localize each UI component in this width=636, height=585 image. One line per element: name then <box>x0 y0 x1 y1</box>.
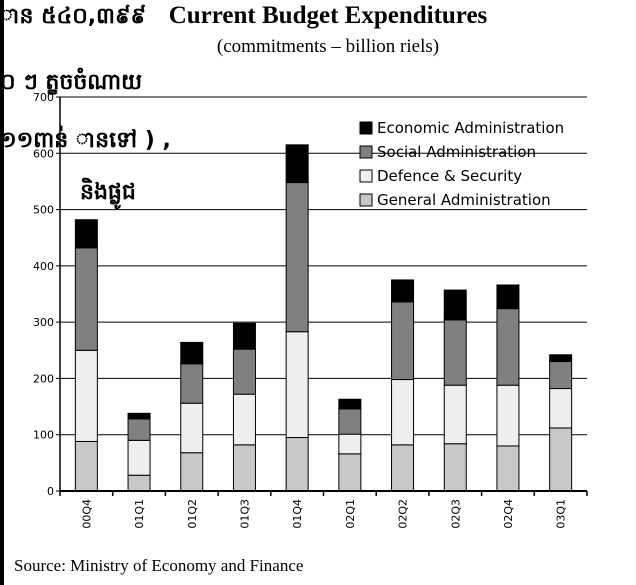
chart-subtitle: (commitments – billion riels) <box>216 36 440 57</box>
legend-label-economic: Economic Administration <box>377 119 564 137</box>
x-tick-label: 03Q1 <box>555 499 568 529</box>
bar-segment-social <box>391 301 415 381</box>
bar-segment-general <box>285 437 309 492</box>
bar-segment-economic <box>285 144 309 184</box>
y-tick-label: 100 <box>33 429 54 442</box>
y-tick-label: 600 <box>33 147 54 160</box>
y-tick-label: 500 <box>33 204 54 217</box>
y-tick-labels: 0 100 200 300 400 500 600 700 <box>33 91 54 498</box>
y-tick-label: 200 <box>33 372 54 385</box>
bar-segment-general <box>338 453 362 492</box>
bar-segment-economic <box>127 412 151 420</box>
bar-segment-economic <box>74 219 98 249</box>
bar-segment-economic <box>443 289 467 321</box>
legend-swatch-general <box>359 193 373 207</box>
y-tick-label: 700 <box>33 91 54 104</box>
bar-segment-general <box>232 444 256 492</box>
x-tick-label: 02Q4 <box>502 499 515 529</box>
bar-segment-social <box>180 363 204 404</box>
khmer-overlay-line-2: ០ ៗ ត្ខចចំណាយ <box>0 70 143 95</box>
legend-swatch-social <box>359 145 373 159</box>
bar-segment-social <box>443 319 467 386</box>
chart-title: Current Budget Expenditures <box>168 2 488 29</box>
bar-segment-defence <box>496 384 520 447</box>
y-tick-label: 0 <box>47 485 54 498</box>
y-tick-label: 400 <box>33 260 54 273</box>
bar-segment-economic <box>180 341 204 365</box>
x-tick-label: 01Q2 <box>186 499 199 529</box>
bar-segment-economic <box>549 354 573 363</box>
bar-segment-general <box>496 445 520 492</box>
legend-swatch-defence <box>359 169 373 183</box>
khmer-overlay-line-3: ១១ពាន់ ានទៅ ) , <box>0 128 171 153</box>
bar-segment-general <box>443 443 467 492</box>
khmer-overlay-line-4: និងផ្លូជ <box>80 180 136 205</box>
bar-segment-general <box>127 474 151 492</box>
x-tick-label: 01Q4 <box>291 499 304 529</box>
x-tick-label: 02Q2 <box>397 499 410 529</box>
bar-segment-defence <box>391 379 415 446</box>
bar-segment-social <box>338 408 362 435</box>
khmer-overlay-line-1: ាន ៥៤០,៣៩៩ <box>0 4 147 29</box>
x-tick-labels: 00Q4 01Q1 01Q2 01Q3 01Q4 02Q1 02Q2 02Q3 02Q4 03Q1 <box>80 499 567 529</box>
legend-label-general: General Administration <box>377 191 551 209</box>
legend-swatch-economic <box>359 121 373 135</box>
x-tick-label: 01Q3 <box>238 499 251 529</box>
bar-segment-social <box>496 308 520 386</box>
bars <box>74 144 573 492</box>
axes <box>56 96 588 496</box>
bar-segment-economic <box>232 322 256 350</box>
bar-segment-defence <box>74 349 98 442</box>
x-tick-label: 01Q1 <box>133 499 146 529</box>
bar-segment-social <box>285 182 309 333</box>
bar-segment-defence <box>127 439 151 476</box>
bar-segment-defence <box>549 388 573 429</box>
bar-segment-defence <box>443 384 467 445</box>
bar-segment-social <box>232 348 256 395</box>
x-tick-label: 02Q1 <box>344 499 357 529</box>
bar-segment-economic <box>391 279 415 303</box>
y-tick-label: 300 <box>33 316 54 329</box>
left-border <box>0 0 4 585</box>
legend-label-defence: Defence & Security <box>377 167 522 185</box>
x-tick-label: 00Q4 <box>80 499 93 529</box>
x-tick-label: 02Q3 <box>449 499 462 529</box>
legend: Economic Administration Social Administra… <box>359 119 564 209</box>
bar-segment-social <box>74 247 98 351</box>
bar-segment-general <box>180 452 204 492</box>
bar-segment-general <box>74 440 98 492</box>
bar-segment-social <box>549 361 573 390</box>
legend-label-social: Social Administration <box>377 143 536 161</box>
bar-segment-social <box>127 418 151 441</box>
bar-segment-defence <box>180 402 204 454</box>
bar-segment-defence <box>338 433 362 455</box>
bar-segment-general <box>549 427 573 492</box>
bar-segment-defence <box>285 331 309 439</box>
bar-segment-defence <box>232 393 256 446</box>
bar-segment-economic <box>496 284 520 310</box>
bar-segment-general <box>391 444 415 492</box>
source-note: Source: Ministry of Economy and Finance <box>14 556 304 575</box>
bar-segment-economic <box>338 398 362 410</box>
